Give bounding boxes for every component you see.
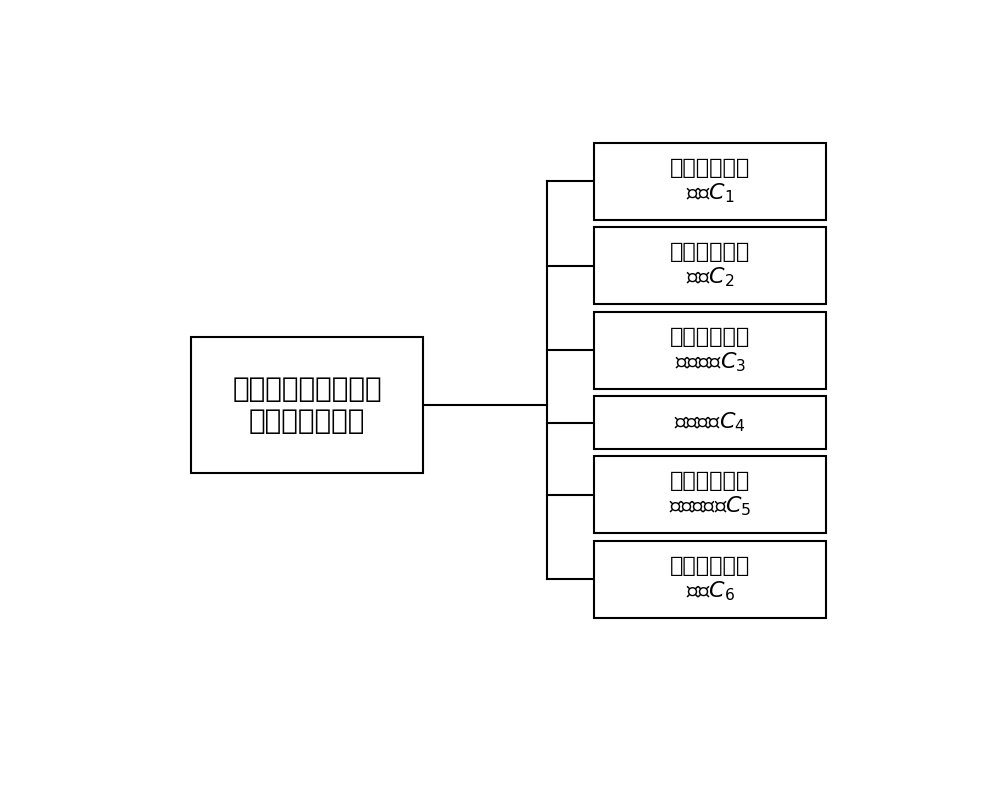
FancyBboxPatch shape <box>594 396 826 449</box>
Text: 城市轨道交通线路建
设时序影响因素: 城市轨道交通线路建 设时序影响因素 <box>232 375 382 435</box>
FancyBboxPatch shape <box>594 541 826 618</box>
Text: 线网布局的重
要程度指数$C_5$: 线网布局的重 要程度指数$C_5$ <box>669 472 751 518</box>
Text: 沿线土地开发
效益$C_6$: 沿线土地开发 效益$C_6$ <box>670 556 750 603</box>
Text: 位置系数$C_4$: 位置系数$C_4$ <box>674 411 746 435</box>
FancyBboxPatch shape <box>191 337 423 473</box>
FancyBboxPatch shape <box>594 143 826 220</box>
FancyBboxPatch shape <box>594 227 826 304</box>
Text: 轨道交通日客
运量$C_2$: 轨道交通日客 运量$C_2$ <box>670 242 750 290</box>
FancyBboxPatch shape <box>594 456 826 533</box>
Text: 线路客流负荷
强度$C_1$: 线路客流负荷 强度$C_1$ <box>670 157 750 205</box>
Text: 城市发展方向
吻合指数$C_3$: 城市发展方向 吻合指数$C_3$ <box>670 326 750 374</box>
FancyBboxPatch shape <box>594 312 826 389</box>
